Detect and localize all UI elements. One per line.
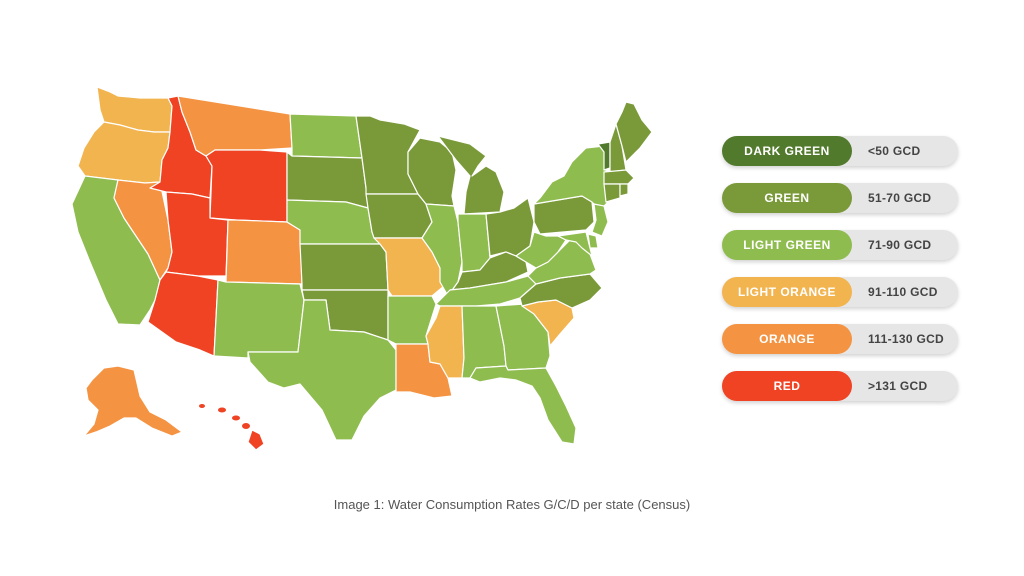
state-arizona bbox=[147, 271, 219, 357]
state-florida bbox=[469, 365, 577, 445]
state-rhode-island bbox=[619, 183, 629, 197]
state-alaska bbox=[83, 365, 183, 437]
state-tennessee bbox=[435, 275, 537, 307]
state-south-dakota bbox=[286, 151, 369, 209]
legend-category-name: GREEN bbox=[722, 183, 852, 213]
state-ohio bbox=[485, 197, 535, 257]
legend-range: >131 GCD bbox=[868, 379, 928, 393]
state-wisconsin bbox=[407, 137, 457, 207]
state-illinois bbox=[421, 203, 463, 297]
legend-item: DARK GREEN <50 GCD bbox=[722, 136, 958, 166]
legend-category-name: ORANGE bbox=[722, 324, 852, 354]
legend: DARK GREEN <50 GCD GREEN 51-70 GCD LIGHT… bbox=[722, 136, 958, 418]
legend-category-name: DARK GREEN bbox=[722, 136, 852, 166]
legend-category-name: LIGHT GREEN bbox=[722, 230, 852, 260]
state-hawaii bbox=[199, 404, 205, 408]
legend-item: LIGHT ORANGE 91-110 GCD bbox=[722, 277, 958, 307]
state-colorado bbox=[225, 219, 303, 285]
state-new-jersey bbox=[591, 203, 609, 237]
legend-range: 91-110 GCD bbox=[868, 285, 938, 299]
state-maine bbox=[615, 101, 653, 163]
legend-range: 71-90 GCD bbox=[868, 238, 932, 252]
state-hawaii bbox=[218, 407, 226, 413]
state-texas bbox=[247, 299, 397, 441]
state-connecticut bbox=[603, 183, 621, 203]
state-michigan bbox=[437, 135, 505, 215]
legend-category-name: LIGHT ORANGE bbox=[722, 277, 852, 307]
legend-category-name: RED bbox=[722, 371, 852, 401]
state-vermont bbox=[597, 141, 611, 171]
state-wyoming bbox=[205, 149, 288, 223]
state-hawaii bbox=[242, 423, 250, 429]
legend-range: <50 GCD bbox=[868, 144, 921, 158]
state-utah bbox=[165, 191, 229, 277]
state-kansas bbox=[299, 243, 389, 291]
state-maryland bbox=[557, 231, 593, 257]
state-north-dakota bbox=[289, 113, 363, 159]
legend-range: 51-70 GCD bbox=[868, 191, 932, 205]
state-montana bbox=[177, 95, 293, 157]
state-new-mexico bbox=[213, 279, 305, 359]
legend-range: 111-130 GCD bbox=[868, 332, 945, 346]
state-massachusetts bbox=[603, 169, 635, 185]
legend-item: GREEN 51-70 GCD bbox=[722, 183, 958, 213]
legend-item: ORANGE 111-130 GCD bbox=[722, 324, 958, 354]
state-hawaii bbox=[247, 429, 265, 451]
state-iowa bbox=[365, 193, 433, 239]
state-hawaii bbox=[199, 404, 265, 451]
map-caption: Image 1: Water Consumption Rates G/C/D p… bbox=[333, 497, 691, 512]
legend-item: LIGHT GREEN 71-90 GCD bbox=[722, 230, 958, 260]
state-new-hampshire bbox=[609, 123, 627, 173]
state-hawaii bbox=[232, 415, 240, 421]
legend-item: RED >131 GCD bbox=[722, 371, 958, 401]
